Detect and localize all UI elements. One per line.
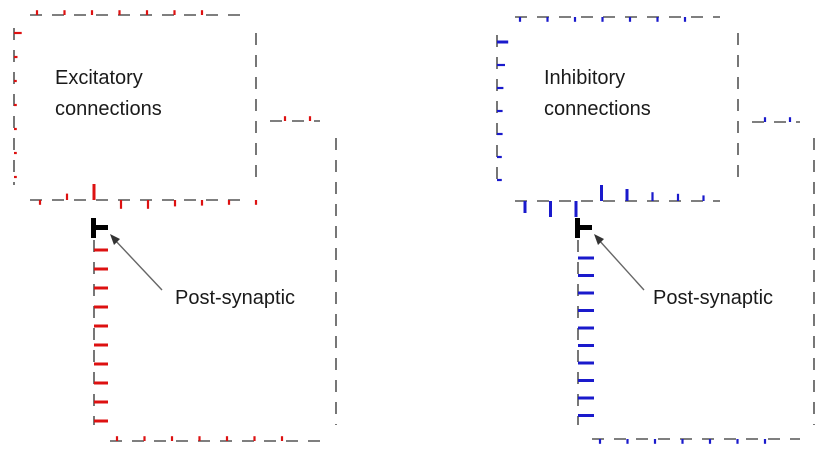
- panel-title-line-1: Excitatory: [55, 67, 143, 89]
- excitatory-receptive-field-outline: [13, 14, 337, 442]
- post-synaptic-label: Post-synaptic: [175, 287, 295, 309]
- excitatory-connection-weights: [14, 10, 312, 441]
- inhibitory-panel: Inhibitory connections Post-synaptic: [496, 16, 815, 444]
- panel-title-line-2: connections: [544, 98, 651, 120]
- post-synaptic-label: Post-synaptic: [653, 287, 773, 309]
- excitatory-panel: Excitatory connections Post-synaptic: [13, 10, 337, 442]
- pointer-arrow: [110, 234, 163, 291]
- inhibitory-connection-weights: [497, 17, 792, 444]
- panel-title-line-2: connections: [55, 98, 162, 120]
- pointer-arrow: [594, 234, 645, 291]
- panel-title-line-1: Inhibitory: [544, 67, 625, 89]
- post-synaptic-neuron-marker: [91, 218, 108, 238]
- post-synaptic-neuron-marker: [575, 218, 592, 238]
